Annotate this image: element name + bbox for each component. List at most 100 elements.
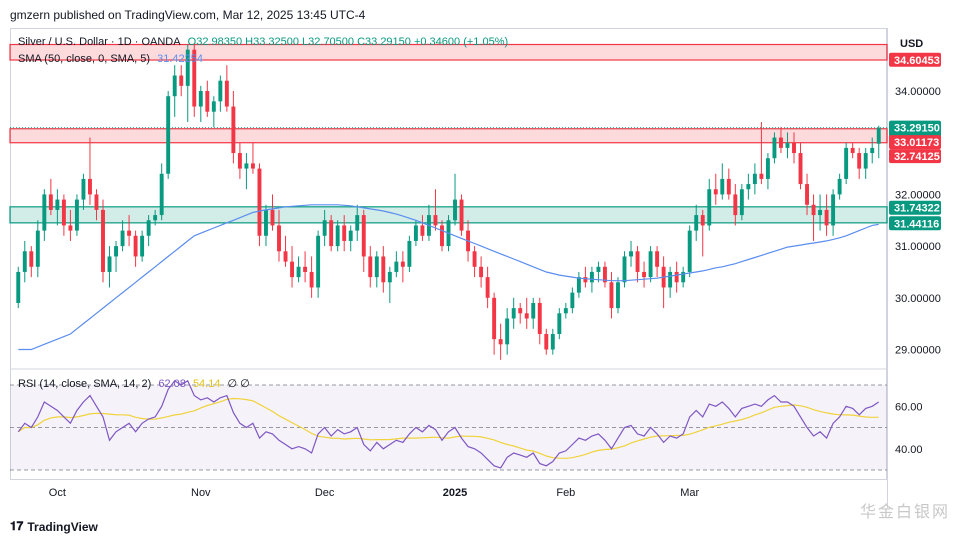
price-tag-label: 33.01173 [894, 137, 939, 149]
candle-body [440, 225, 444, 247]
candle-body [413, 225, 418, 241]
candle-body [61, 199, 66, 226]
candle-body [348, 230, 353, 241]
candle-body [863, 153, 868, 169]
candle-body [563, 308, 568, 314]
sma-label: SMA (50, close, 0, SMA, 5) [18, 53, 151, 65]
candle-body [544, 333, 549, 350]
candle-body [374, 256, 379, 278]
candle-body [805, 184, 809, 205]
candle-body [674, 271, 679, 283]
price-tag-label: 31.74322 [894, 203, 940, 215]
brand-name: TradingView [27, 519, 98, 534]
candle-body [433, 215, 438, 226]
candle-body [231, 106, 236, 154]
candle-body [355, 215, 360, 231]
candle-body [642, 271, 647, 278]
candle-body [218, 80, 223, 102]
candle-body [205, 91, 210, 112]
price-tag-label: 33.29150 [894, 123, 940, 135]
candle-body [166, 96, 171, 174]
rsi-line [17, 379, 880, 469]
symbol-name: Silver / U.S. Dollar · 1D · OANDA [18, 36, 181, 48]
rsi-extra: ∅ ∅ [227, 378, 250, 390]
sma-legend: SMA (50, close, 0, SMA, 5) 31.42254 [18, 53, 207, 65]
candle-body [524, 313, 529, 319]
candle-body [81, 178, 86, 200]
candle-body [518, 308, 523, 314]
rsi-value: 62.08 [158, 378, 186, 390]
candle-body [120, 230, 125, 247]
candle-body [459, 199, 464, 231]
candle-body [303, 266, 308, 272]
candle-body [583, 277, 588, 283]
candle-body [309, 271, 314, 288]
price-tag-bg [889, 149, 941, 164]
candle-body [707, 189, 712, 226]
candle-body [94, 194, 99, 210]
candle-body [739, 189, 744, 216]
tradingview-logo-icon: 𝟏𝟕 [10, 519, 24, 533]
candle-body [400, 261, 405, 267]
candle-body [844, 147, 849, 179]
candle-body [687, 230, 692, 272]
candle-body [596, 266, 601, 272]
candle-body [264, 209, 268, 236]
candle-body [759, 173, 764, 179]
zone-1 [9, 128, 888, 144]
candle-body [811, 204, 816, 216]
candle-body [198, 91, 203, 107]
candle-body [192, 49, 197, 107]
candle-body [237, 153, 242, 169]
candle-body [453, 199, 457, 221]
candle-body [492, 297, 497, 340]
candle-body [74, 199, 79, 231]
candle-body [681, 271, 686, 283]
candle-body [531, 302, 536, 319]
candle-body [329, 220, 334, 247]
candle-body [622, 256, 627, 283]
candle-body [244, 163, 249, 169]
candle-body [127, 230, 132, 236]
candle-body [635, 251, 640, 272]
candle-body [837, 178, 842, 195]
candle-body [140, 235, 145, 257]
time-label: Dec [315, 487, 335, 499]
candle-body [394, 261, 399, 272]
currency-label[interactable]: USD [900, 38, 924, 50]
sma-value: 31.42254 [157, 53, 204, 65]
candle-body [479, 266, 484, 278]
publisher-line: gmzern published on TradingView.com, Mar… [10, 8, 366, 22]
candle-body [831, 194, 836, 226]
candle-body [772, 137, 777, 159]
candle-body [798, 153, 803, 185]
candle-body [616, 282, 620, 309]
candle-body [850, 147, 855, 154]
candle-body [570, 292, 575, 309]
candle-body [746, 184, 751, 190]
candle-body [720, 178, 725, 195]
ohlc-values: O32.98350 H33.32500 L32.70500 C33.29150 … [187, 36, 509, 48]
candle-body [498, 339, 503, 345]
candle-body [224, 80, 229, 107]
chart-frame [10, 28, 887, 480]
rsi-tick-label: 40.00 [895, 444, 923, 456]
candle-body [818, 209, 823, 216]
price-scale-border [887, 28, 888, 508]
candle-body [726, 178, 731, 195]
candle-body [283, 251, 288, 262]
watermark: 华金白银网 [859, 504, 950, 521]
candle-body [694, 215, 699, 231]
candle-body [322, 220, 327, 236]
price-tag-bg [889, 52, 941, 67]
rsi-sma-value: 54.14 [192, 378, 221, 390]
candle-body [407, 240, 412, 267]
candle-body [42, 194, 47, 231]
candle-body [733, 194, 738, 216]
price-tag-bg [889, 200, 941, 215]
candle-body [133, 235, 138, 257]
candle-body [16, 271, 21, 303]
footer-brand[interactable]: 𝟏𝟕 TradingView [10, 519, 98, 534]
candle-body [35, 230, 40, 267]
